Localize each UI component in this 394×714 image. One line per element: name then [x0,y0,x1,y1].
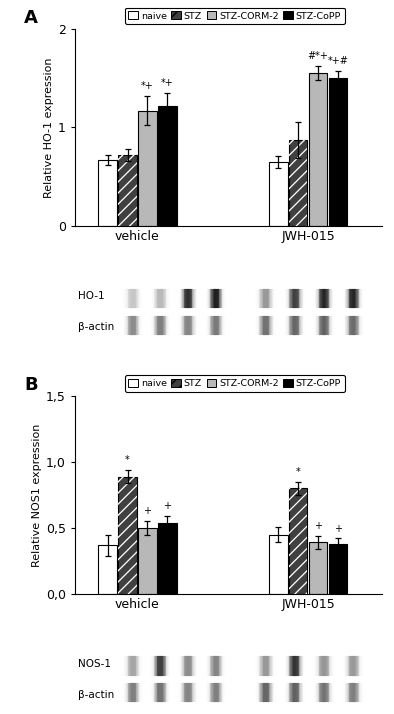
Text: A: A [24,9,38,26]
Bar [138,528,157,594]
Text: B: B [24,376,38,394]
Bar [158,523,177,594]
Bar [118,476,137,594]
Bar [118,476,137,594]
Text: *+: *+ [161,78,174,88]
Bar [118,155,137,226]
Bar [269,162,288,226]
Bar [98,160,117,226]
Text: *+: *+ [141,81,154,91]
Bar [289,488,307,594]
Bar [158,106,177,226]
Bar [138,111,157,226]
Text: #*+: #*+ [308,51,329,61]
Bar [289,140,307,226]
Text: *+#: *+# [328,56,349,66]
Text: β-actin: β-actin [78,322,114,332]
Bar [329,544,348,594]
Text: *: * [125,455,130,465]
Text: β-actin: β-actin [78,690,114,700]
Bar [309,73,327,226]
Text: +: + [314,521,322,531]
Text: HO-1: HO-1 [78,291,104,301]
Y-axis label: Relative NOS1 expression: Relative NOS1 expression [32,423,42,567]
Bar [118,155,137,226]
Legend: naive, STZ, STZ-CORM-2, STZ-CoPP: naive, STZ, STZ-CORM-2, STZ-CoPP [125,8,345,24]
Text: +: + [334,523,342,533]
Bar [309,543,327,594]
Text: NOS-1: NOS-1 [78,659,111,669]
Bar [289,488,307,594]
Bar [289,140,307,226]
Text: *: * [296,467,301,477]
Legend: naive, STZ, STZ-CORM-2, STZ-CoPP: naive, STZ, STZ-CORM-2, STZ-CoPP [125,376,345,392]
Text: +: + [164,501,171,511]
Bar [98,545,117,594]
Bar [329,78,348,226]
Text: +: + [143,506,151,516]
Y-axis label: Relative HO-1 expression: Relative HO-1 expression [44,57,54,198]
Bar [269,535,288,594]
